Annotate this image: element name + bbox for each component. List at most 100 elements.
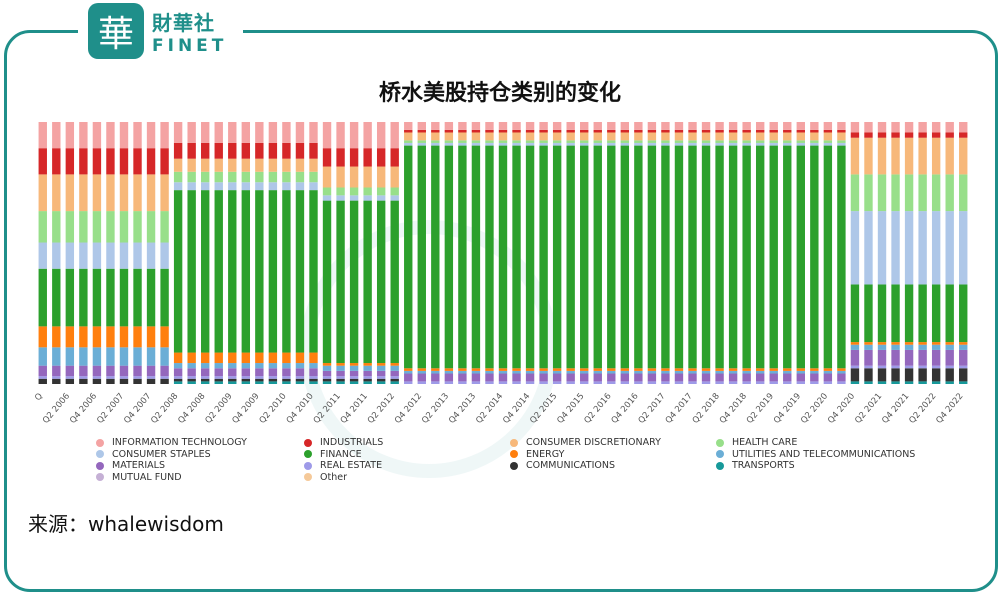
bar-segment-finance (92, 268, 102, 327)
bar-58 (823, 122, 833, 384)
bar-segment-information-technology (539, 122, 548, 130)
bar-24 (363, 122, 372, 384)
bar-segment-information-technology (309, 122, 318, 143)
bar-segment-transports (390, 381, 399, 384)
bar-segment-consumer-discretionary (390, 166, 399, 188)
bar-segment-finance (173, 190, 183, 353)
bar-segment-industrials (701, 129, 711, 133)
bar-segment-industrials (837, 129, 846, 133)
bar-segment-utilities-and-telecommunications (201, 363, 210, 369)
bar-segment-communications (363, 378, 372, 382)
bar-segment-consumer-staples (201, 182, 210, 191)
bar-segment-energy (674, 368, 684, 371)
bar-segment-consumer-staples (376, 195, 386, 201)
bar-segment-communications (322, 378, 332, 382)
bar-segment-energy (661, 368, 670, 371)
legend-item[interactable]: FINANCE (304, 449, 362, 460)
bar-segment-industrials (404, 129, 413, 133)
legend-item[interactable]: INDUSTRIALS (304, 437, 383, 448)
bar-segment-industrials (485, 129, 494, 133)
bar-segment-communications (336, 378, 345, 382)
bar-segment-real-estate (593, 381, 602, 384)
bar-segment-energy (214, 352, 223, 364)
x-tick-label: Q4 2008 (176, 392, 207, 426)
bar-segment-finance (295, 190, 305, 353)
bar-segment-consumer-staples (810, 142, 819, 146)
legend-item[interactable]: TRANSPORTS (716, 460, 795, 471)
bar-19 (295, 122, 305, 384)
bar-segment-health-care (755, 140, 765, 143)
bar-segment-finance (918, 284, 927, 343)
bar-20 (309, 122, 318, 384)
logo-seal-icon: 華 (88, 3, 144, 59)
bar-segment-real-estate (133, 376, 142, 379)
bar-segment-finance (580, 145, 589, 369)
legend-item[interactable]: CONSUMER DISCRETIONARY (510, 437, 661, 448)
bar-segment-communications (214, 378, 223, 382)
bar-segment-consumer-staples (214, 182, 223, 191)
legend-item[interactable]: INFORMATION TECHNOLOGY (96, 437, 247, 448)
bar-segment-energy (688, 368, 697, 371)
bar-segment-industrials (891, 132, 900, 138)
bar-segment-health-care (674, 140, 684, 143)
bar-segment-finance (485, 145, 494, 369)
bar-segment-real-estate (38, 376, 47, 379)
bar-segment-utilities-and-telecommunications (742, 370, 751, 374)
bar-segment-industrials (349, 148, 359, 167)
bar-segment-finance (404, 145, 413, 369)
bar-segment-real-estate (201, 376, 210, 379)
bar-segment-energy (877, 342, 887, 345)
bar-segment-health-care (498, 140, 508, 143)
bar-48 (688, 122, 697, 384)
bar-segment-industrials (92, 148, 102, 175)
legend-item[interactable]: HEALTH CARE (716, 437, 797, 448)
bar-segment-utilities-and-telecommunications (904, 344, 914, 350)
bar-segment-energy (593, 368, 602, 371)
bar-segment-materials (458, 373, 467, 382)
bar-segment-materials (701, 373, 711, 382)
bar-segment-health-care (52, 211, 61, 243)
legend-item[interactable]: REAL ESTATE (304, 460, 382, 471)
bar-segment-consumer-staples (133, 242, 142, 269)
bar-segment-utilities-and-telecommunications (309, 363, 318, 369)
legend-label: INFORMATION TECHNOLOGY (112, 437, 247, 448)
bar-segment-energy (580, 368, 589, 371)
bar-45 (647, 122, 657, 384)
bar-segment-transports (959, 381, 968, 384)
bar-segment-health-care (228, 171, 237, 183)
legend-item[interactable]: Other (304, 472, 347, 483)
bar-segment-consumer-discretionary (322, 166, 332, 188)
bar-18 (282, 122, 291, 384)
bar-57 (810, 122, 819, 384)
bar-segment-materials (214, 368, 223, 377)
bar-segment-information-technology (106, 122, 115, 149)
bar-segment-finance (850, 284, 860, 343)
bar-segment-health-care (877, 174, 887, 212)
bar-segment-real-estate (674, 381, 684, 384)
bar-segment-communications (268, 378, 278, 382)
bar-segment-materials (404, 373, 413, 382)
bar-segment-energy (525, 368, 535, 371)
bar-segment-consumer-discretionary (228, 158, 237, 172)
bar-segment-energy (390, 363, 399, 366)
bar-segment-real-estate (255, 376, 264, 379)
bar-segment-finance (688, 145, 697, 369)
bar-segment-information-technology (146, 122, 156, 149)
bar-segment-materials (38, 365, 47, 377)
bar-segment-utilities-and-telecommunications (376, 365, 386, 371)
bar-segment-industrials (552, 129, 562, 133)
legend-item[interactable]: CONSUMER STAPLES (96, 449, 211, 460)
bar-segment-materials (431, 373, 440, 382)
bar-segment-utilities-and-telecommunications (404, 370, 413, 374)
bar-segment-health-care (918, 174, 927, 212)
legend-item[interactable]: ENERGY (510, 449, 564, 460)
bar-segment-consumer-staples (945, 211, 954, 285)
legend-item[interactable]: COMMUNICATIONS (510, 460, 615, 471)
legend-item[interactable]: UTILITIES AND TELECOMMUNICATIONS (716, 449, 915, 460)
legend-item[interactable]: MATERIALS (96, 460, 165, 471)
legend-item[interactable]: MUTUAL FUND (96, 472, 182, 483)
bar-segment-real-estate (688, 381, 697, 384)
bar-segment-real-estate (173, 376, 183, 379)
bar-segment-energy (959, 342, 968, 345)
bar-segment-consumer-staples (796, 142, 805, 146)
